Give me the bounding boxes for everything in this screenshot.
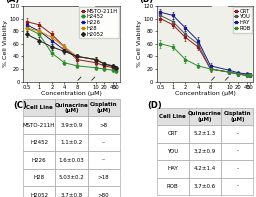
Legend: CRT, YOU, HAY, ROB: CRT, YOU, HAY, ROB <box>233 7 252 33</box>
Y-axis label: % Cell Viability: % Cell Viability <box>137 20 142 67</box>
Legend: MSTO-211H, H2452, H226, H28, H2052: MSTO-211H, H2452, H226, H28, H2052 <box>79 7 119 38</box>
X-axis label: Concentration (μM): Concentration (μM) <box>175 91 236 96</box>
Text: (A): (A) <box>6 0 20 4</box>
X-axis label: Concentration (μM): Concentration (μM) <box>41 91 102 96</box>
Bar <box>79 6 94 82</box>
Text: (B): (B) <box>139 0 153 4</box>
Bar <box>212 6 227 82</box>
Y-axis label: % Cell Viability: % Cell Viability <box>3 20 8 67</box>
Text: (D): (D) <box>147 101 162 110</box>
Text: (C): (C) <box>13 101 27 110</box>
